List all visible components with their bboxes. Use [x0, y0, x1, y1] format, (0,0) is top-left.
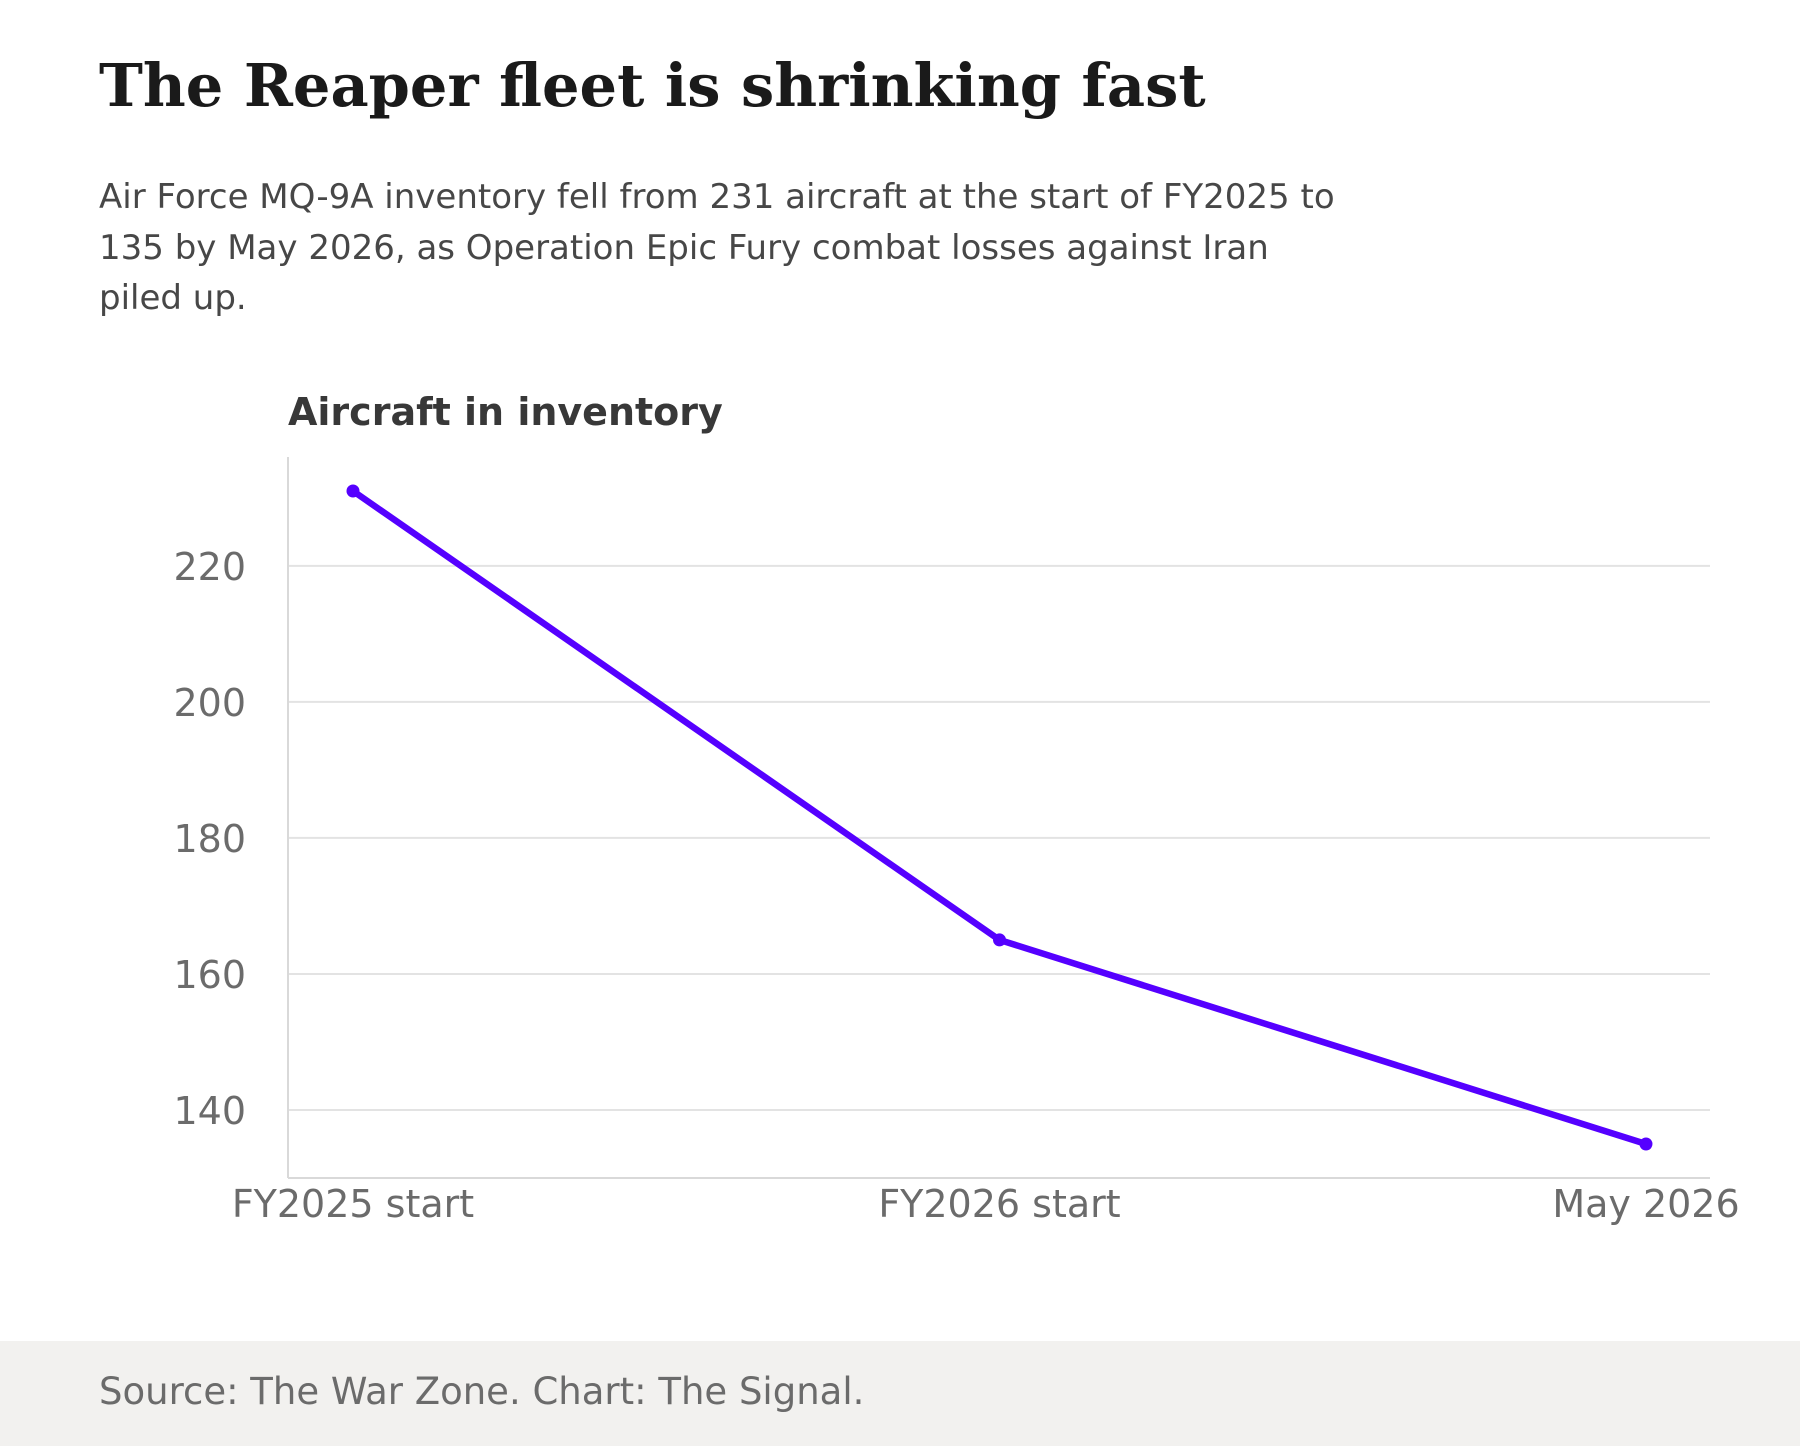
x-tick-label: FY2025 start: [232, 1182, 474, 1226]
y-tick-label: 180: [173, 817, 246, 861]
gridlines: [288, 564, 1710, 1111]
y-axis-ticks: 140 160 180 200 220: [173, 545, 246, 1133]
y-tick-label: 160: [173, 953, 246, 997]
source-credit: Source: The War Zone. Chart: The Signal.: [99, 1370, 865, 1413]
series: [346, 484, 1653, 1151]
axes: [287, 457, 1710, 1179]
data-point: [1639, 1137, 1653, 1151]
y-tick-label: 220: [173, 545, 246, 589]
x-tick-label: May 2026: [1552, 1182, 1739, 1226]
x-tick-label: FY2026 start: [878, 1182, 1120, 1226]
footer: Source: The War Zone. Chart: The Signal.: [0, 1341, 1800, 1446]
chart-headline: The Reaper fleet is shrinking fast: [99, 51, 1206, 120]
y-tick-label: 200: [173, 681, 246, 725]
series-line: [349, 487, 1650, 1148]
line-chart: Aircraft in inventory 140 160 180 200 220 FY…: [173, 390, 1740, 1226]
data-point: [993, 933, 1006, 947]
data-point: [346, 484, 360, 498]
y-axis-title: Aircraft in inventory: [288, 390, 723, 434]
y-tick-label: 140: [173, 1089, 246, 1133]
x-axis-ticks: FY2025 start FY2026 start May 2026: [232, 1182, 1740, 1226]
chart-subtitle: Air Force MQ-9A inventory fell from 231 …: [99, 177, 1335, 318]
